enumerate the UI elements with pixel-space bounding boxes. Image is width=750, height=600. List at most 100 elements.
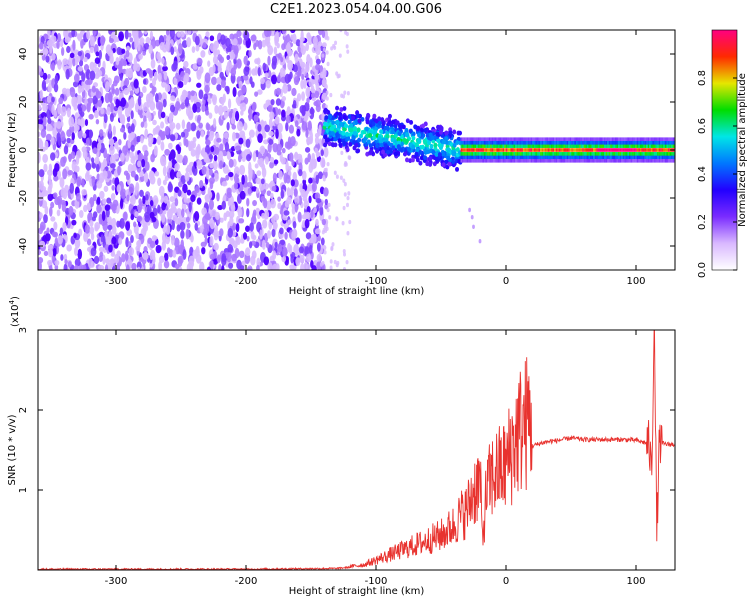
heatmap-noise-cell <box>321 53 325 58</box>
heatmap-noise-cell <box>291 206 296 215</box>
heatmap-band-cell <box>441 151 446 157</box>
heatmap-signal-cell <box>594 144 597 148</box>
heatmap-noise-cell <box>212 118 217 128</box>
heatmap-noise-cell <box>255 177 262 185</box>
heatmap-noise-cell <box>39 71 44 77</box>
heatmap-signal-cell <box>487 159 489 163</box>
heatmap-noise-cell <box>248 167 253 177</box>
heatmap-noise-cell <box>269 156 275 163</box>
heatmap-noise-cell <box>226 54 231 61</box>
heatmap-noise-cell <box>319 206 324 216</box>
heatmap-signal-cell <box>529 159 531 163</box>
heatmap-signal-cell <box>660 155 662 159</box>
heatmap-signal-cell <box>652 155 655 159</box>
heatmap-signal-cell <box>614 144 617 148</box>
heatmap-noise-cell <box>212 55 218 65</box>
heatmap-noise-cell <box>119 190 124 197</box>
heatmap-band-cell <box>452 129 457 135</box>
heatmap-signal-cell <box>647 159 650 163</box>
heatmap-band-cell <box>349 123 354 129</box>
heatmap-signal-cell <box>582 137 584 141</box>
heatmap-signal-cell <box>594 159 597 163</box>
heatmap-signal-cell <box>497 144 500 148</box>
heatmap-signal-cell <box>661 152 664 156</box>
heatmap-noise-cell <box>300 61 306 69</box>
heatmap-signal-cell <box>614 137 617 141</box>
heatmap-signal-cell <box>555 144 558 148</box>
heatmap-signal-cell <box>635 152 637 156</box>
heatmap-signal-cell <box>660 159 662 163</box>
heatmap-noise-cell <box>263 103 268 110</box>
heatmap-noise-cell <box>111 225 117 235</box>
heatmap-noise-cell <box>196 143 201 155</box>
heatmap-signal-cell <box>472 141 475 145</box>
heatmap-signal-cell <box>580 152 583 156</box>
heatmap-noise-cell <box>163 260 170 269</box>
heatmap-band-cell <box>429 143 434 149</box>
heatmap-band-cell <box>414 142 419 148</box>
heatmap-signal-cell <box>532 144 534 148</box>
heatmap-noise-cell <box>76 33 82 40</box>
heatmap-signal-cell <box>652 141 655 145</box>
heatmap-signal-cell <box>591 148 594 152</box>
heatmap-noise-cell <box>200 130 205 138</box>
heatmap-signal-cell <box>505 152 508 156</box>
heatmap-signal-cell <box>468 152 470 156</box>
heatmap-noise-cell <box>61 201 67 212</box>
heatmap-x-tick-label: -100 <box>365 276 388 287</box>
heatmap-band-cell <box>363 136 368 142</box>
heatmap-signal-cell <box>496 141 499 145</box>
heatmap-signal-cell <box>549 152 552 156</box>
heatmap-signal-cell <box>496 144 499 148</box>
heatmap-noise-cell <box>91 85 96 93</box>
heatmap-signal-cell <box>490 159 492 163</box>
heatmap-noise-cell <box>43 42 47 48</box>
heatmap-signal-cell <box>471 155 474 159</box>
heatmap-signal-cell <box>511 152 514 156</box>
heatmap-signal-cell <box>546 144 548 148</box>
heatmap-noise-cell <box>68 205 74 216</box>
heatmap-noise-cell <box>97 99 103 108</box>
heatmap-noise-cell <box>82 264 87 270</box>
heatmap-y-tick-label: 20 <box>18 96 29 109</box>
heatmap-noise-cell <box>246 197 250 207</box>
heatmap-signal-cell <box>599 141 602 145</box>
heatmap-signal-cell <box>574 144 577 148</box>
heatmap-signal-cell <box>627 144 630 148</box>
heatmap-signal-cell <box>566 155 569 159</box>
heatmap-noise-cell <box>158 260 163 270</box>
heatmap-signal-cell <box>544 152 547 156</box>
snr-y-tick-label: 3 <box>18 327 29 333</box>
heatmap-noise-cell <box>307 35 313 46</box>
heatmap-signal-cell <box>483 137 486 141</box>
heatmap-noise-cell <box>204 212 211 219</box>
heatmap-noise-cell <box>164 125 170 136</box>
heatmap-signal-cell <box>602 155 605 159</box>
heatmap-noise-cell <box>109 144 115 155</box>
heatmap-signal-cell <box>565 148 567 152</box>
heatmap-band-cell <box>387 113 392 119</box>
heatmap-signal-cell <box>544 148 547 152</box>
heatmap-noise-cell <box>74 238 81 249</box>
heatmap-noise-cell <box>137 42 141 52</box>
heatmap-noise-cell <box>176 152 181 163</box>
heatmap-signal-cell <box>491 141 494 145</box>
heatmap-signal-cell <box>499 141 502 145</box>
heatmap-signal-cell <box>624 141 626 145</box>
heatmap-noise-cell <box>216 137 222 143</box>
heatmap-band-cell <box>375 143 380 149</box>
heatmap-signal-cell <box>633 141 636 145</box>
heatmap-noise-cell <box>126 194 130 202</box>
heatmap-band-cell <box>427 140 432 146</box>
heatmap-signal-cell <box>554 141 556 145</box>
heatmap-noise-cell <box>111 217 117 228</box>
heatmap-signal-cell <box>469 148 472 152</box>
heatmap-signal-cell <box>641 148 644 152</box>
heatmap-noise-cell <box>248 129 255 138</box>
heatmap-signal-cell <box>566 144 569 148</box>
heatmap-signal-cell <box>497 137 500 141</box>
heatmap-noise-cell <box>63 233 67 240</box>
heatmap-signal-cell <box>653 148 656 152</box>
heatmap-signal-cell <box>538 137 541 141</box>
heatmap-noise-cell <box>221 200 226 210</box>
